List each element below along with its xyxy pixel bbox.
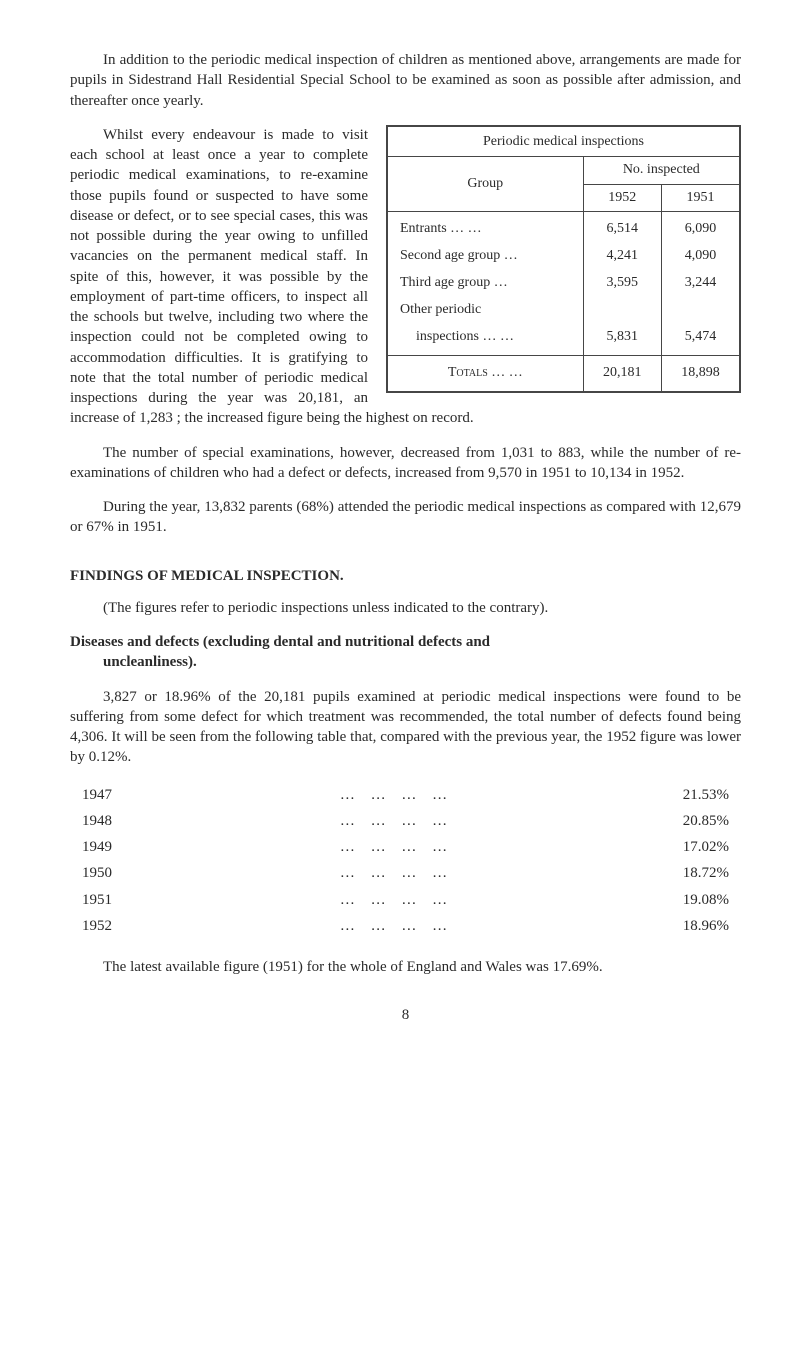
table-row: Entrants … … 6,514 6,090 <box>388 212 739 243</box>
dots-cell: … … … … <box>306 782 486 808</box>
row-value: 3,595 <box>583 270 661 297</box>
diseases-subsection: Diseases and defects (excluding dental a… <box>70 632 741 673</box>
table-row: 1948 … … … … 20.85% <box>70 808 741 834</box>
year-cell: 1947 <box>70 782 306 808</box>
totals-row: Totals … … 20,181 18,898 <box>388 355 739 390</box>
pct-cell: 18.72% <box>486 860 741 886</box>
row-value: 6,090 <box>661 212 739 243</box>
year-cell: 1951 <box>70 887 306 913</box>
table-and-text-block: Periodic medical inspections Group No. i… <box>70 125 741 429</box>
row-value: 5,474 <box>661 324 739 355</box>
table-row: 1951 … … … … 19.08% <box>70 887 741 913</box>
latest-paragraph: The latest available figure (1951) for t… <box>70 957 741 977</box>
group-header: Group <box>388 156 583 212</box>
totals-value: 20,181 <box>583 355 661 390</box>
row-label: Second age group … <box>388 243 583 270</box>
dots-cell: … … … … <box>306 913 486 939</box>
table-row: Second age group … 4,241 4,090 <box>388 243 739 270</box>
row-value: 5,831 <box>583 324 661 355</box>
year-cell: 1948 <box>70 808 306 834</box>
row-label: Other periodic <box>388 297 583 324</box>
findings-heading: FINDINGS OF MEDICAL INSPECTION. <box>70 566 741 586</box>
table-row: Third age group … 3,595 3,244 <box>388 270 739 297</box>
intro-paragraph: In addition to the periodic medical insp… <box>70 50 741 111</box>
heading-line1: Diseases and defects (excluding dental a… <box>70 634 490 650</box>
table-row: 1949 … … … … 17.02% <box>70 834 741 860</box>
dots-cell: … … … … <box>306 887 486 913</box>
dots-cell: … … … … <box>306 860 486 886</box>
table-row: Other periodic <box>388 297 739 324</box>
row-label: inspections … … <box>388 324 583 355</box>
year-cell: 1952 <box>70 913 306 939</box>
dots-cell: … … … … <box>306 808 486 834</box>
row-value: 6,514 <box>583 212 661 243</box>
table-row: 1950 … … … … 18.72% <box>70 860 741 886</box>
dots-cell: … … … … <box>306 834 486 860</box>
row-value: 4,241 <box>583 243 661 270</box>
inspections-table: Periodic medical inspections Group No. i… <box>386 125 741 393</box>
diseases-body: 3,827 or 18.96% of the 20,181 pupils exa… <box>70 687 741 768</box>
percent-table: 1947 … … … … 21.53% 1948 … … … … 20.85% … <box>70 782 741 940</box>
year-cell: 1950 <box>70 860 306 886</box>
no-inspected-header: No. inspected <box>583 156 739 184</box>
row-label: Entrants … … <box>388 212 583 243</box>
heading-line2: uncleanliness). <box>103 652 741 672</box>
row-value: 3,244 <box>661 270 739 297</box>
year-1952: 1952 <box>583 184 661 212</box>
year-cell: 1949 <box>70 834 306 860</box>
year-1951: 1951 <box>661 184 739 212</box>
pct-cell: 18.96% <box>486 913 741 939</box>
row-value <box>583 297 661 324</box>
table-row: inspections … … 5,831 5,474 <box>388 324 739 355</box>
pct-cell: 17.02% <box>486 834 741 860</box>
row-value <box>661 297 739 324</box>
inspections-data-table: Group No. inspected 1952 1951 Entrants …… <box>388 156 739 391</box>
table-title: Periodic medical inspections <box>388 127 739 156</box>
row-label: Third age group … <box>388 270 583 297</box>
parents-paragraph: During the year, 13,832 parents (68%) at… <box>70 497 741 538</box>
page-number: 8 <box>70 1005 741 1025</box>
special-exams-paragraph: The number of special examinations, howe… <box>70 443 741 484</box>
findings-intro: (The figures refer to periodic inspectio… <box>70 598 741 618</box>
totals-label: Totals … … <box>388 355 583 390</box>
totals-value: 18,898 <box>661 355 739 390</box>
table-row: 1947 … … … … 21.53% <box>70 782 741 808</box>
pct-cell: 19.08% <box>486 887 741 913</box>
pct-cell: 20.85% <box>486 808 741 834</box>
row-value: 4,090 <box>661 243 739 270</box>
diseases-heading: Diseases and defects (excluding dental a… <box>70 632 741 673</box>
pct-cell: 21.53% <box>486 782 741 808</box>
table-row: 1952 … … … … 18.96% <box>70 913 741 939</box>
